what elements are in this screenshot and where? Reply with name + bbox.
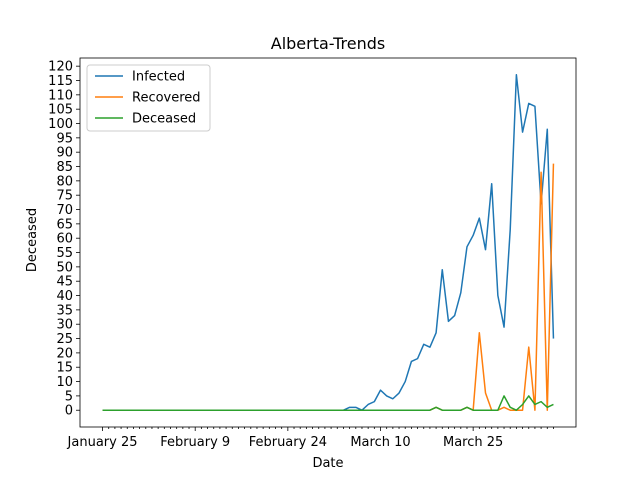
legend-label: Deceased bbox=[132, 112, 196, 127]
y-tick-label: 115 bbox=[48, 74, 73, 89]
y-tick-label: 75 bbox=[56, 189, 73, 204]
y-tick-label: 50 bbox=[56, 260, 73, 275]
y-tick-label: 70 bbox=[56, 203, 73, 218]
y-tick-label: 5 bbox=[65, 389, 73, 404]
y-tick-label: 95 bbox=[56, 131, 73, 146]
x-tick-label: March 10 bbox=[350, 435, 410, 450]
legend-label: Recovered bbox=[132, 91, 201, 106]
x-tick-label: February 9 bbox=[160, 435, 230, 450]
y-tick-label: 80 bbox=[56, 174, 73, 189]
y-tick-label: 55 bbox=[56, 246, 73, 261]
plot-frame bbox=[79, 57, 577, 428]
y-tick-label: 90 bbox=[56, 146, 73, 161]
y-tick-label: 15 bbox=[56, 361, 73, 376]
y-tick-label: 110 bbox=[48, 88, 73, 103]
x-axis-label: Date bbox=[312, 456, 343, 471]
legend-box bbox=[86, 64, 211, 132]
y-tick-label: 65 bbox=[56, 217, 73, 232]
y-tick-label: 45 bbox=[56, 275, 73, 290]
y-tick-label: 100 bbox=[48, 117, 73, 132]
series-line bbox=[102, 395, 554, 411]
x-tick-label: February 24 bbox=[249, 435, 327, 450]
y-tick-label: 40 bbox=[56, 289, 73, 304]
y-tick-label: 30 bbox=[56, 318, 73, 333]
y-tick-label: 60 bbox=[56, 232, 73, 247]
chart-title: Alberta-Trends bbox=[271, 34, 385, 53]
y-tick-label: 35 bbox=[56, 303, 73, 318]
y-axis-label: Deceased bbox=[25, 208, 40, 272]
y-tick-label: 0 bbox=[65, 404, 73, 419]
legend-label: Infected bbox=[132, 70, 185, 85]
y-tick-label: 10 bbox=[56, 375, 73, 390]
y-tick-label: 85 bbox=[56, 160, 73, 175]
y-tick-label: 25 bbox=[56, 332, 73, 347]
x-tick-label: March 25 bbox=[443, 435, 503, 450]
x-tick-label: January 25 bbox=[67, 435, 138, 450]
y-tick-label: 120 bbox=[48, 60, 73, 75]
y-tick-label: 20 bbox=[56, 346, 73, 361]
y-tick-label: 105 bbox=[48, 103, 73, 118]
